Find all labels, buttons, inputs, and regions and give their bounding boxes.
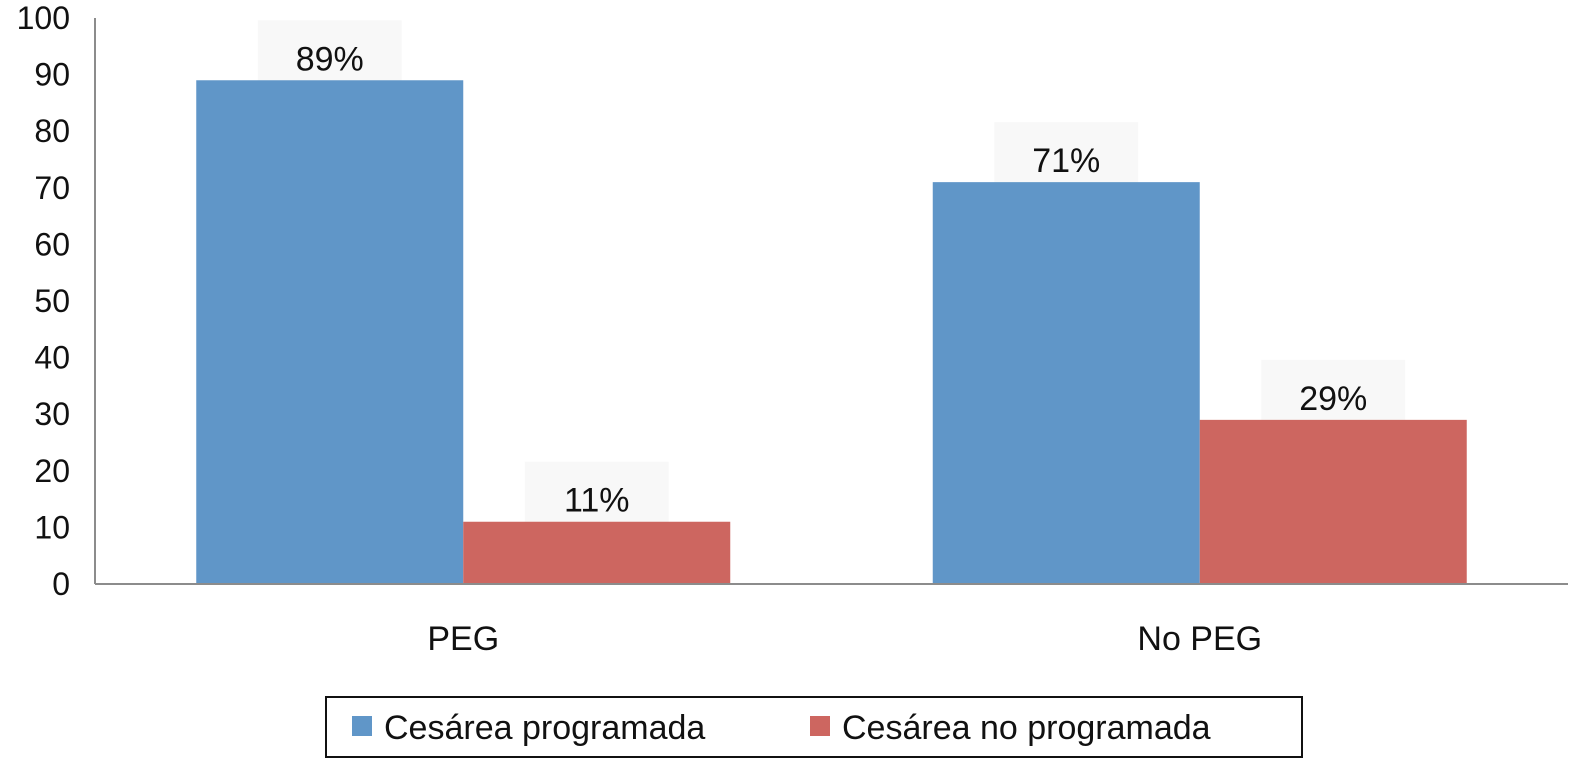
- data-label: 89%: [296, 40, 364, 78]
- legend: Cesárea programada Cesárea no programada: [325, 696, 1303, 758]
- bar-programada-peg: [196, 80, 464, 584]
- data-label: 29%: [1299, 380, 1367, 418]
- legend-swatch: [352, 716, 372, 736]
- data-labels-group: 89% 11% 71% 29%: [296, 40, 1368, 519]
- bar-no-programada-no-peg: [1199, 419, 1467, 584]
- y-tick-label: 20: [34, 453, 70, 489]
- y-tick-label: 50: [34, 283, 70, 319]
- legend-label: Cesárea programada: [384, 709, 705, 747]
- x-category-label: No PEG: [1137, 620, 1262, 658]
- y-tick-label: 90: [34, 57, 70, 93]
- legend-label: Cesárea no programada: [842, 709, 1211, 747]
- data-label: 71%: [1032, 142, 1100, 180]
- bars-group: [196, 80, 1467, 584]
- y-tick-label: 60: [34, 226, 70, 262]
- y-tick-label: 100: [17, 0, 70, 36]
- x-category-labels: PEG No PEG: [427, 620, 1262, 658]
- y-tick-label: 0: [52, 566, 70, 602]
- data-label: 11%: [564, 482, 630, 520]
- y-tick-label: 70: [34, 170, 70, 206]
- y-tick-labels: 0 10 20 30 40 50 60 70 80 90 100: [17, 0, 70, 602]
- y-tick-label: 30: [34, 396, 70, 432]
- legend-swatch: [810, 716, 830, 736]
- y-tick-label: 40: [34, 340, 70, 376]
- legend-items: Cesárea programada Cesárea no programada: [352, 709, 1211, 747]
- bar-programada-no-peg: [932, 182, 1200, 584]
- bar-no-programada-peg: [463, 521, 731, 584]
- y-tick-label: 10: [34, 509, 70, 545]
- y-tick-label: 80: [34, 113, 70, 149]
- x-category-label: PEG: [427, 620, 499, 658]
